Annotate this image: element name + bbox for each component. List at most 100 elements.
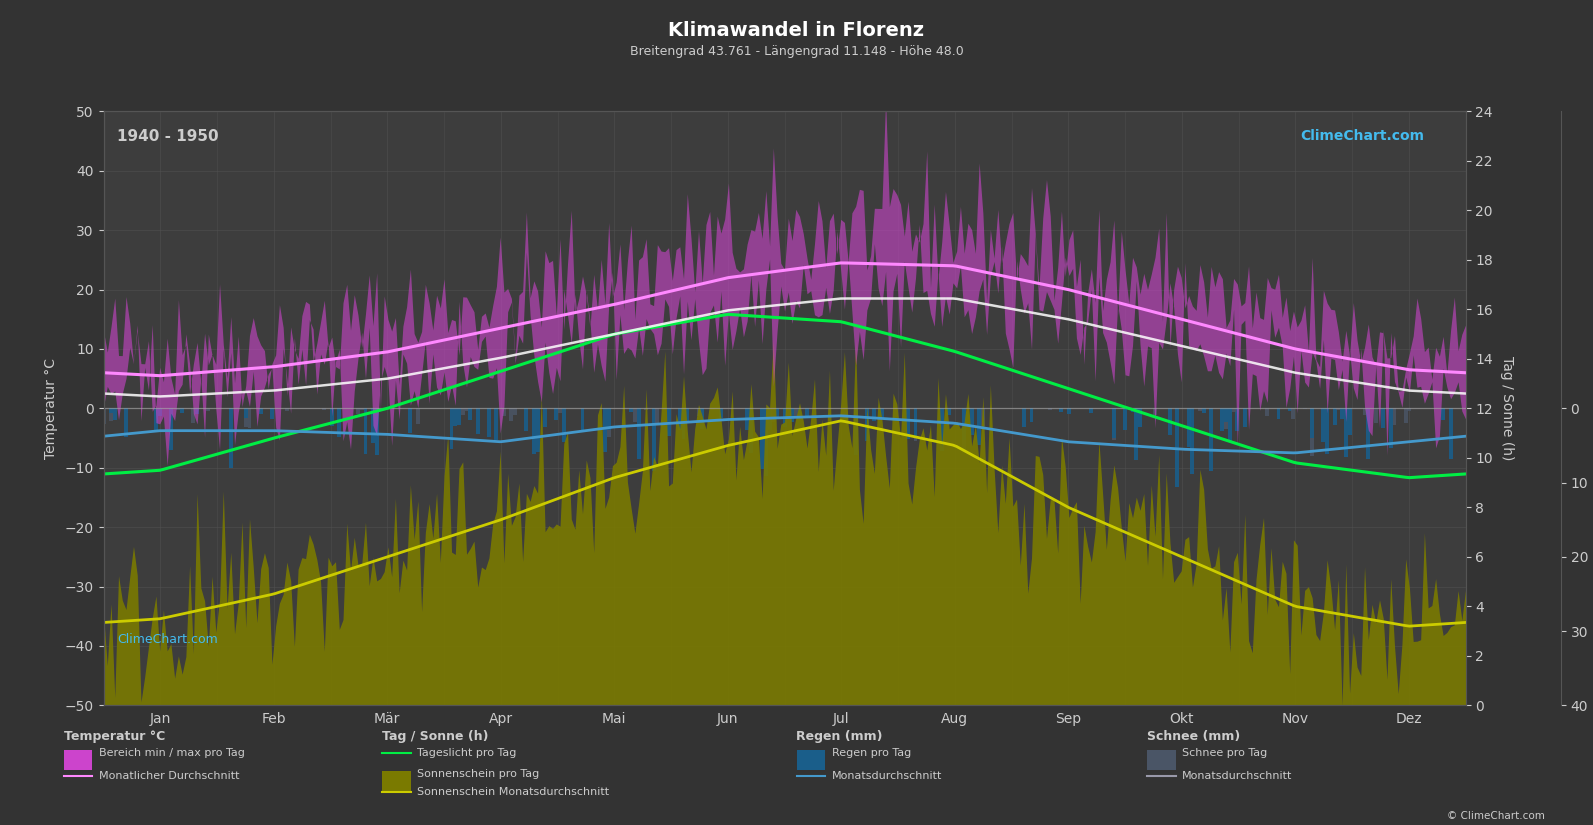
Bar: [776, 408, 779, 416]
Bar: [865, 408, 868, 441]
Bar: [1168, 408, 1172, 435]
Bar: [1325, 408, 1329, 454]
Bar: [449, 408, 454, 450]
Bar: [269, 408, 274, 418]
Bar: [244, 408, 247, 418]
Bar: [873, 408, 876, 421]
Bar: [1059, 408, 1064, 412]
Y-axis label: Temperatur °C: Temperatur °C: [43, 358, 57, 459]
Bar: [1134, 408, 1139, 460]
Bar: [180, 408, 185, 412]
Bar: [1381, 408, 1386, 428]
Bar: [363, 408, 368, 454]
Bar: [666, 408, 671, 436]
Bar: [1235, 408, 1239, 431]
Bar: [1187, 408, 1190, 446]
Bar: [607, 430, 610, 437]
Bar: [1176, 408, 1179, 488]
Bar: [465, 408, 468, 411]
Bar: [1333, 408, 1337, 425]
Bar: [1442, 408, 1445, 420]
Bar: [1265, 408, 1270, 416]
Bar: [854, 408, 857, 455]
Y-axis label: Tag / Sonne (h): Tag / Sonne (h): [1501, 356, 1513, 460]
Text: Monatlicher Durchschnitt: Monatlicher Durchschnitt: [99, 771, 239, 781]
Bar: [1223, 422, 1228, 429]
Bar: [906, 408, 910, 439]
Bar: [1023, 408, 1026, 427]
Text: Regen (mm): Regen (mm): [796, 730, 883, 743]
Bar: [1123, 408, 1126, 430]
Bar: [604, 408, 607, 451]
Bar: [1228, 408, 1231, 441]
Bar: [718, 408, 723, 417]
Text: Monatsdurchschnitt: Monatsdurchschnitt: [1182, 771, 1292, 781]
Bar: [1348, 408, 1351, 435]
Bar: [790, 408, 793, 422]
Bar: [113, 408, 116, 420]
Bar: [229, 408, 233, 468]
Bar: [970, 408, 973, 435]
Bar: [1344, 408, 1348, 457]
Bar: [322, 408, 327, 410]
Bar: [524, 408, 529, 431]
Bar: [330, 408, 335, 426]
Bar: [1198, 408, 1201, 411]
Bar: [513, 408, 518, 415]
Bar: [169, 408, 174, 450]
Text: Schnee (mm): Schnee (mm): [1147, 730, 1241, 743]
Text: Tag / Sonne (h): Tag / Sonne (h): [382, 730, 489, 743]
Bar: [1201, 408, 1206, 413]
Bar: [1367, 408, 1370, 459]
Bar: [637, 408, 640, 460]
Bar: [543, 408, 546, 427]
Bar: [771, 408, 776, 422]
Bar: [962, 441, 965, 453]
Bar: [1137, 408, 1142, 427]
Bar: [460, 408, 465, 415]
Bar: [746, 408, 749, 431]
Bar: [108, 413, 113, 421]
Text: Breitengrad 43.761 - Längengrad 11.148 - Höhe 48.0: Breitengrad 43.761 - Längengrad 11.148 -…: [629, 45, 964, 59]
Bar: [355, 408, 360, 414]
Bar: [782, 408, 787, 427]
Bar: [655, 408, 660, 422]
Bar: [554, 408, 558, 420]
Bar: [1337, 408, 1340, 410]
Bar: [207, 408, 210, 412]
Bar: [760, 408, 765, 469]
Bar: [644, 408, 648, 410]
Bar: [1287, 408, 1292, 411]
Bar: [158, 408, 161, 417]
Bar: [124, 408, 127, 437]
Text: Bereich min / max pro Tag: Bereich min / max pro Tag: [99, 747, 245, 757]
Bar: [1309, 438, 1314, 456]
Bar: [1190, 408, 1195, 474]
Bar: [532, 408, 535, 455]
Bar: [258, 408, 263, 413]
Bar: [502, 408, 507, 416]
Text: Sonnenschein pro Tag: Sonnenschein pro Tag: [417, 769, 540, 779]
Bar: [793, 408, 798, 416]
Bar: [1392, 408, 1397, 425]
Bar: [701, 408, 704, 429]
Bar: [1090, 408, 1093, 413]
Bar: [408, 408, 413, 433]
Bar: [1389, 408, 1392, 448]
Bar: [494, 408, 499, 440]
Bar: [652, 408, 656, 471]
Bar: [285, 408, 288, 411]
Bar: [468, 408, 472, 420]
Bar: [540, 408, 543, 409]
Bar: [962, 408, 965, 441]
Bar: [360, 408, 363, 409]
Bar: [1220, 408, 1225, 431]
Text: Schnee pro Tag: Schnee pro Tag: [1182, 747, 1268, 757]
Bar: [580, 408, 585, 432]
Bar: [457, 408, 460, 425]
Bar: [244, 418, 247, 427]
Bar: [776, 416, 779, 419]
Bar: [685, 408, 690, 422]
Bar: [416, 408, 421, 424]
Bar: [1448, 408, 1453, 460]
